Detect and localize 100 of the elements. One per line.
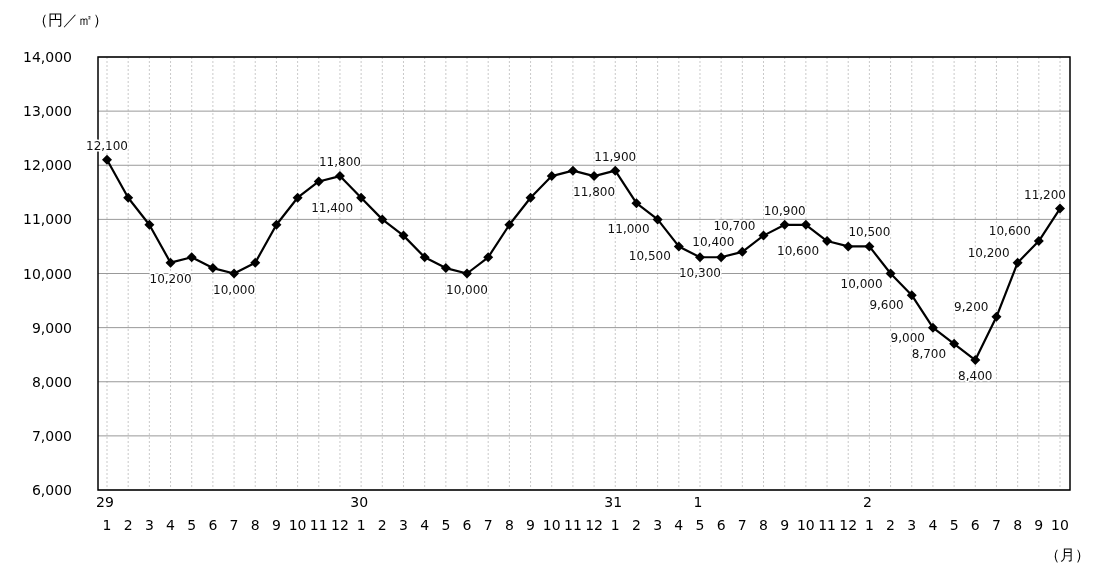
- point: [864, 241, 875, 252]
- x-tick-label: 8: [504, 517, 514, 533]
- x-tick-label: 3: [907, 517, 917, 533]
- data-label: 11,800: [573, 185, 616, 200]
- data-label: 11,900: [594, 149, 637, 164]
- point: [546, 171, 557, 182]
- x-tick-label: 8: [250, 517, 260, 533]
- data-label: 10,900: [763, 203, 806, 218]
- x-tick-label: 6: [716, 517, 726, 533]
- x-tick-label: 8: [759, 517, 768, 533]
- data-label: 11,000: [607, 222, 650, 237]
- x-axis-title: （月）: [1045, 546, 1090, 564]
- point: [419, 252, 430, 263]
- point: [843, 241, 854, 252]
- data-label: 9,000: [890, 330, 925, 345]
- point: [906, 290, 917, 301]
- x-tick-label: 7: [483, 517, 493, 533]
- y-tick-label: 13,000: [23, 103, 72, 120]
- data-label: 8,700: [911, 346, 947, 361]
- x-tick-label: 12: [331, 517, 349, 533]
- x-tick-label: 7: [737, 517, 747, 533]
- x-tick-label: 29 1: [96, 494, 114, 533]
- point: [631, 198, 642, 209]
- point: [779, 219, 790, 230]
- point: [949, 338, 960, 349]
- y-tick-label: 8,000: [31, 373, 72, 390]
- point: [207, 263, 218, 274]
- x-tick-label: 10: [288, 517, 307, 533]
- x-tick-label: 8: [1013, 517, 1023, 533]
- x-tick-label: 7: [229, 517, 239, 533]
- x-tick-label: 3: [399, 517, 408, 533]
- x-tick-label: 4: [166, 517, 176, 533]
- x-tick-label: 5: [441, 517, 451, 533]
- y-tick-label: 10,000: [23, 265, 72, 282]
- point: [398, 230, 409, 241]
- point: [292, 192, 303, 203]
- x-tick-label: 9: [1034, 517, 1044, 533]
- point: [716, 252, 727, 263]
- point: [356, 192, 367, 203]
- data-label: 11,200: [1024, 187, 1066, 202]
- x-tick-label: 31 1: [604, 494, 623, 533]
- x-tick-label: 4: [674, 517, 684, 533]
- y-tick-label: 11,000: [23, 211, 72, 228]
- y-tick-label: 14,000: [23, 49, 72, 65]
- point: [440, 263, 451, 274]
- x-tick-label: 30 1: [350, 494, 369, 533]
- x-tick-label: 11: [309, 517, 328, 533]
- point: [165, 257, 176, 268]
- data-label: 10,500: [628, 249, 671, 264]
- point: [694, 252, 705, 263]
- x-tick-label: 12: [585, 517, 603, 533]
- x-tick-label: 2: [377, 517, 387, 533]
- x-tick-label: 3: [653, 517, 663, 533]
- point: [334, 171, 345, 182]
- data-label: 11,800: [318, 155, 361, 170]
- data-label: 10,600: [777, 244, 820, 259]
- point: [652, 214, 663, 225]
- y-tick-label: 7,000: [31, 427, 72, 444]
- x-tick-label: 5: [187, 517, 197, 533]
- point: [123, 192, 134, 203]
- data-label: 10,600: [988, 224, 1031, 239]
- point: [610, 165, 621, 176]
- point: [822, 236, 833, 247]
- x-tick-label: 10: [1051, 517, 1069, 533]
- x-tick-label: 4: [928, 517, 938, 533]
- x-tick-label: 1 5: [693, 494, 705, 533]
- x-tick-label: 9: [780, 517, 790, 533]
- x-tick-label: 4: [420, 517, 430, 533]
- data-label: 10,300: [678, 266, 721, 281]
- x-tick-label: 5: [949, 517, 959, 533]
- x-tick-label: 2: [123, 517, 133, 533]
- x-tick-label: 9: [526, 517, 536, 533]
- x-tick-label: 6: [462, 517, 472, 533]
- point: [1055, 203, 1065, 214]
- x-tick-label: 10: [796, 517, 815, 533]
- point: [1012, 257, 1023, 268]
- point: [567, 165, 578, 176]
- data-label: 10,200: [149, 271, 192, 286]
- point: [737, 246, 748, 257]
- point: [271, 219, 282, 230]
- point: [673, 241, 684, 252]
- x-tick-label: 9: [271, 517, 281, 533]
- y-tick-label: 12,000: [23, 157, 72, 174]
- x-tick-label: 7: [992, 517, 1001, 533]
- data-label: 10,000: [446, 282, 489, 297]
- point: [525, 192, 536, 203]
- x-tick-label: 2 1: [862, 494, 874, 533]
- data-label: 10,000: [213, 282, 256, 297]
- x-tick-label: 10: [542, 517, 561, 533]
- y-axis-title: （円／㎡）: [33, 11, 108, 29]
- point: [504, 219, 515, 230]
- point: [970, 355, 981, 366]
- point: [758, 230, 769, 241]
- data-label: 10,000: [840, 276, 883, 291]
- data-label: 10,400: [692, 234, 735, 249]
- point: [462, 268, 473, 279]
- point: [927, 322, 938, 333]
- y-tick-label: 6,000: [31, 482, 72, 498]
- x-tick-label: 11: [564, 517, 582, 533]
- x-tick-label: 6: [208, 517, 218, 533]
